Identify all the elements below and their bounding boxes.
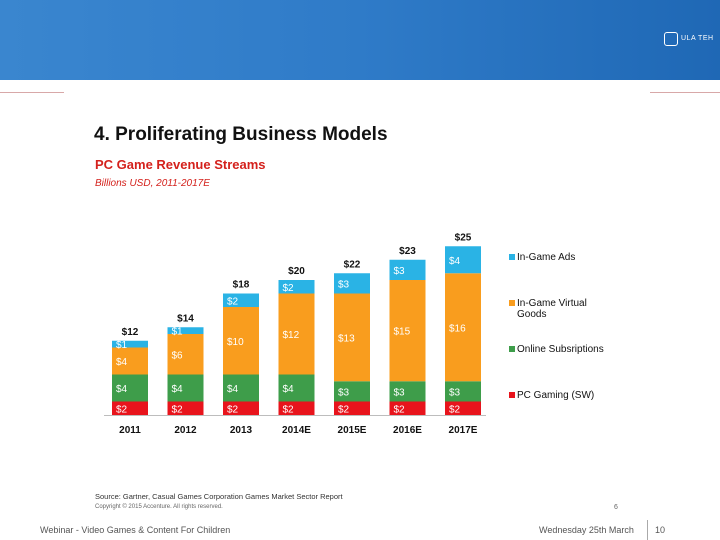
bar-segment-pc-gaming-sw-	[167, 401, 204, 415]
logo-mark-icon	[664, 32, 678, 46]
legend-swatch	[509, 346, 515, 352]
data-label: $3	[338, 279, 350, 290]
bar-segment-pc-gaming-sw-	[112, 401, 148, 415]
copyright-note: Copyright © 2015 Accenture. All rights r…	[95, 504, 223, 510]
bar-segment-in-game-ads	[334, 273, 370, 294]
bar-segment-in-game-virtual-goods	[445, 273, 481, 382]
legend-label: Goods	[517, 309, 546, 320]
data-label: $6	[172, 350, 184, 361]
total-label: $22	[344, 259, 361, 270]
bar-segment-in-game-ads	[389, 259, 426, 280]
legend-swatch	[509, 392, 515, 398]
bar-segment-online-subsriptions	[389, 381, 426, 402]
data-label: $1	[116, 340, 128, 351]
logo-text: ULA TEH	[681, 35, 714, 42]
footer-title: Webinar - Video Games & Content For Chil…	[40, 525, 231, 535]
data-label: $4	[449, 256, 461, 267]
data-label: $2	[227, 404, 239, 415]
x-tick-label: 2011	[119, 425, 141, 436]
total-label: $12	[122, 327, 139, 338]
total-label: $14	[177, 313, 194, 324]
data-label: $4	[283, 384, 295, 395]
bar-segment-pc-gaming-sw-	[389, 401, 426, 415]
header-banner: ULA TEH	[0, 0, 720, 80]
data-label: $2	[283, 283, 295, 294]
data-label: $1	[172, 327, 184, 338]
data-label: $13	[338, 333, 355, 344]
x-tick-label: 2014E	[282, 425, 311, 436]
bar-segment-online-subsriptions	[112, 374, 148, 402]
bar-segment-online-subsriptions	[167, 374, 204, 402]
slide-title: 4. Proliferating Business Models	[94, 124, 388, 145]
footer-page-number: 10	[655, 525, 666, 535]
data-label: $16	[449, 323, 466, 334]
bar-segment-in-game-virtual-goods	[223, 307, 259, 375]
x-tick-label: 2013	[230, 425, 253, 436]
bar-segment-in-game-ads	[278, 280, 315, 294]
bar-segment-in-game-virtual-goods	[334, 293, 370, 382]
legend-label: In-Game Ads	[517, 252, 575, 263]
legend-label: In-Game Virtual	[517, 298, 587, 309]
x-tick-label: 2012	[174, 425, 197, 436]
legend-label: Online Subsriptions	[517, 344, 604, 355]
bar-segment-in-game-virtual-goods	[167, 334, 204, 375]
bar-segment-pc-gaming-sw-	[445, 401, 481, 415]
data-label: $2	[227, 296, 239, 307]
x-tick-label: 2015E	[338, 425, 367, 436]
bar-segment-online-subsriptions	[334, 381, 370, 402]
data-label: $4	[172, 384, 184, 395]
bar-segment-pc-gaming-sw-	[278, 401, 315, 415]
data-label: $3	[394, 266, 406, 277]
x-tick-label: 2017E	[449, 425, 478, 436]
data-label: $2	[394, 404, 406, 415]
data-label: $2	[116, 404, 128, 415]
bar-segment-in-game-ads	[223, 293, 259, 307]
bar-segment-online-subsriptions	[445, 381, 481, 402]
slide-number: 6	[614, 504, 618, 511]
data-label: $2	[172, 404, 184, 415]
x-tick-label: 2016E	[393, 425, 422, 436]
data-label: $15	[394, 327, 411, 338]
total-label: $20	[288, 266, 305, 277]
bar-segment-online-subsriptions	[278, 374, 315, 402]
data-label: $3	[449, 387, 461, 398]
source-note: Source: Gartner, Casual Games Corporatio…	[95, 492, 343, 501]
bar-segment-in-game-virtual-goods	[112, 347, 148, 375]
bar-segment-pc-gaming-sw-	[334, 401, 370, 415]
bar-segment-in-game-ads	[112, 340, 148, 348]
footer-date: Wednesday 25th March	[539, 525, 634, 535]
bar-segment-in-game-ads	[167, 327, 204, 334]
divider-right	[650, 92, 720, 93]
legend-swatch	[509, 300, 515, 306]
bar-segment-in-game-virtual-goods	[278, 293, 315, 375]
bar-segment-pc-gaming-sw-	[223, 401, 259, 415]
data-label: $10	[227, 337, 244, 348]
data-label: $4	[227, 384, 239, 395]
total-label: $25	[455, 232, 472, 243]
chart-subtitle: Billions USD, 2011-2017E	[95, 178, 210, 189]
data-label: $2	[338, 404, 350, 415]
chart-title: PC Game Revenue Streams	[95, 157, 266, 172]
bar-segment-in-game-ads	[445, 246, 481, 274]
data-label: $2	[449, 404, 461, 415]
data-label: $2	[283, 404, 295, 415]
data-label: $12	[283, 330, 300, 341]
bar-segment-online-subsriptions	[223, 374, 259, 402]
footer-divider	[647, 520, 648, 540]
data-label: $3	[338, 387, 350, 398]
divider-left	[0, 92, 64, 93]
legend-swatch	[509, 254, 515, 260]
bar-segment-in-game-virtual-goods	[389, 280, 426, 382]
legend-label: PC Gaming (SW)	[517, 390, 594, 401]
data-label: $4	[116, 357, 128, 368]
total-label: $23	[399, 246, 416, 257]
total-label: $18	[233, 280, 250, 291]
data-label: $4	[116, 384, 128, 395]
company-logo: ULA TEH	[664, 30, 713, 50]
data-label: $3	[394, 387, 406, 398]
